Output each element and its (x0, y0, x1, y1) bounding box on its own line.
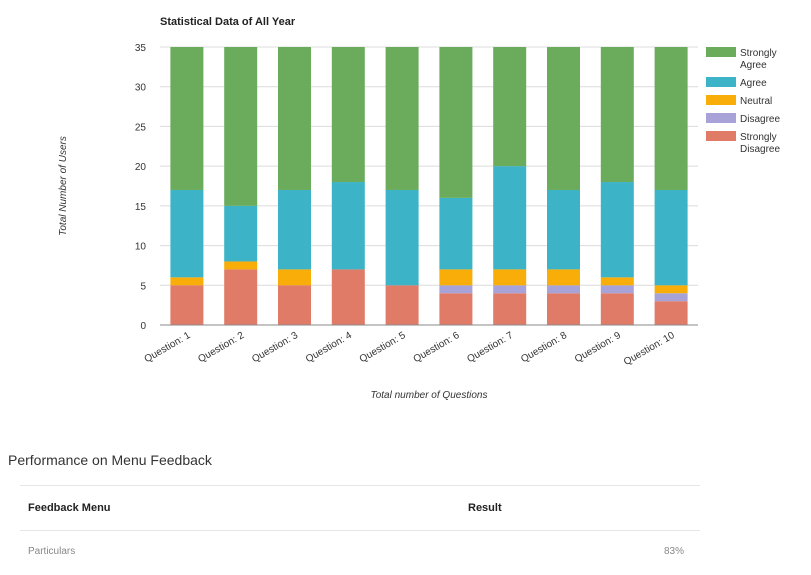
y-tick-label: 15 (135, 202, 147, 213)
legend-label-line: Strongly (740, 132, 777, 143)
statistical-chart: Statistical Data of All Year 0 5 10 15 20 25 30… (58, 16, 780, 401)
bar-segment (385, 189, 419, 286)
bar-segment (547, 189, 580, 270)
legend-swatch (706, 77, 736, 87)
legend-label-line: Disagree (740, 144, 780, 155)
bar-segment (439, 285, 473, 294)
legend-label: Strongly Disagree (740, 132, 780, 155)
x-tick-label: Question: 3 (250, 330, 300, 365)
bar-segment (278, 189, 311, 270)
bar-segment (654, 293, 688, 302)
bar-segment (600, 47, 634, 183)
bar-segment (224, 205, 258, 262)
bar-segment (654, 47, 688, 190)
legend-swatch (706, 47, 736, 57)
bar-segment (439, 47, 473, 198)
x-tick-label: Question: 6 (412, 330, 462, 365)
x-axis-label: Total number of Questions (371, 390, 488, 401)
legend-swatch (706, 113, 736, 123)
y-tick-label: 0 (140, 321, 146, 332)
bar-segment (547, 293, 580, 325)
bar-segment (654, 301, 688, 325)
bar-segment (224, 269, 258, 325)
legend-label-line: Disagree (740, 114, 780, 125)
bar-segment (439, 197, 473, 270)
legend-label: Agree (740, 78, 767, 89)
bar-segment (224, 261, 258, 270)
x-tick-label: Question: 4 (304, 330, 354, 365)
x-tick-label: Question: 5 (358, 330, 408, 365)
x-tick-label: Question: 9 (573, 330, 623, 365)
bar-segment (385, 285, 419, 325)
bar-segment (170, 189, 204, 278)
y-tick-label: 35 (135, 43, 147, 54)
legend-label: Strongly Agree (740, 48, 777, 71)
y-axis-label: Total Number of Users (58, 136, 69, 236)
y-tick-label: 20 (135, 162, 147, 173)
bar-segment (600, 277, 634, 286)
legend-label-line: Strongly (740, 48, 777, 59)
bar-segment (493, 285, 527, 294)
column-header-feedback-menu: Feedback Menu (28, 502, 111, 514)
bar-segment (493, 293, 527, 325)
bar-segment (278, 269, 311, 286)
bar-segment (547, 285, 580, 294)
bar-segment (439, 293, 473, 325)
bar-segment (654, 189, 688, 286)
performance-table: Feedback Menu Result Particulars 83% (20, 485, 700, 575)
x-tick-label: Question: 7 (465, 330, 515, 365)
table-row[interactable]: Particulars 83% (20, 530, 700, 575)
bar-segment (170, 285, 204, 325)
x-tick-label: Question: 8 (519, 330, 569, 365)
bar-segment (439, 269, 473, 286)
legend-label-line: Neutral (740, 96, 772, 107)
bar-segment (600, 293, 634, 325)
y-tick-label: 5 (140, 281, 146, 292)
bar-segment (600, 285, 634, 294)
bar-segment (493, 269, 527, 286)
bar-segment (385, 47, 419, 190)
bar-segment (547, 269, 580, 286)
legend-label-line: Agree (740, 60, 767, 71)
bar-segment (654, 285, 688, 294)
bar-segment (493, 166, 527, 270)
x-tick-label: Question: 10 (622, 330, 677, 368)
bar-segment (331, 47, 365, 183)
chart-title: Statistical Data of All Year (160, 16, 296, 28)
legend-swatch (706, 131, 736, 141)
bar-segment (170, 277, 204, 286)
bar-segment (547, 47, 580, 190)
section-title: Performance on Menu Feedback (8, 452, 212, 468)
bar-segment (278, 47, 311, 190)
performance-section: Performance on Menu Feedback Feedback Me… (0, 445, 811, 560)
result-cell: 83% (663, 546, 684, 557)
table-header-row: Feedback Menu Result (20, 485, 700, 530)
x-tick-label: Question: 2 (196, 330, 246, 365)
legend-label: Disagree (740, 114, 780, 125)
y-tick-label: 30 (135, 83, 147, 94)
bar-segment (331, 269, 365, 325)
legend-swatch (706, 95, 736, 105)
feedback-menu-cell: Particulars (28, 546, 76, 557)
bar-segment (278, 285, 311, 325)
y-tick-label: 25 (135, 122, 147, 133)
bar-segment (170, 47, 204, 190)
x-tick-label: Question: 1 (143, 330, 193, 365)
bar-segment (224, 47, 258, 206)
column-header-result: Result (468, 502, 502, 514)
legend-label-line: Agree (740, 78, 767, 89)
stacked-bar-chart-svg: Statistical Data of All Year 0 5 10 15 20 25 30… (58, 16, 780, 401)
bar-segment (600, 182, 634, 278)
bar-segment (331, 182, 365, 270)
legend-label: Neutral (740, 96, 772, 107)
bar-segment (493, 47, 527, 167)
y-tick-label: 10 (135, 242, 147, 253)
